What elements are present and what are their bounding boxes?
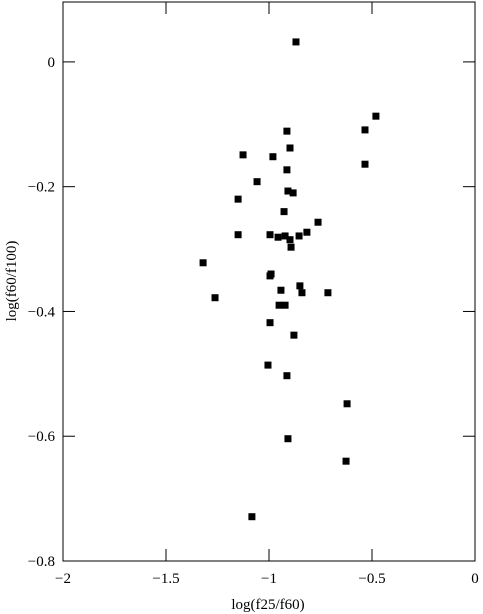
point xyxy=(303,228,311,236)
point xyxy=(253,178,261,186)
x-tick-label: 0 xyxy=(471,571,479,587)
y-tick-label: −0.4 xyxy=(28,304,56,320)
x-tick-label: −2 xyxy=(55,571,71,587)
y-tick-label: −0.8 xyxy=(28,554,55,570)
point xyxy=(234,231,242,239)
point xyxy=(361,126,369,134)
x-tick-label: −1.5 xyxy=(152,571,179,587)
point xyxy=(234,195,242,203)
point xyxy=(314,218,322,226)
point xyxy=(280,208,288,216)
point xyxy=(287,243,295,251)
y-tick-label: −0.6 xyxy=(28,429,56,445)
point xyxy=(266,231,274,239)
point xyxy=(284,435,292,443)
point xyxy=(295,232,303,240)
plot-frame xyxy=(62,1,476,562)
point xyxy=(296,282,304,290)
x-tick-label: −0.5 xyxy=(358,571,385,587)
point xyxy=(324,289,332,297)
point xyxy=(372,112,380,120)
point xyxy=(286,144,294,152)
point xyxy=(199,259,207,267)
point xyxy=(211,294,219,302)
point xyxy=(289,189,297,197)
point xyxy=(248,513,256,521)
point xyxy=(266,272,274,280)
y-tick-label: 0 xyxy=(48,55,56,71)
point xyxy=(298,289,306,297)
point xyxy=(283,372,291,380)
point xyxy=(269,153,277,161)
point xyxy=(342,457,350,465)
point xyxy=(292,38,300,46)
point xyxy=(264,361,272,369)
point xyxy=(274,233,282,241)
x-axis-label: log(f25/f60) xyxy=(231,597,304,613)
point xyxy=(284,187,292,195)
point xyxy=(286,236,294,244)
x-tick-label: −1 xyxy=(261,571,277,587)
point xyxy=(361,160,369,168)
point xyxy=(266,319,274,327)
point xyxy=(239,151,247,159)
point xyxy=(275,301,283,309)
y-tick-label: −0.2 xyxy=(28,180,55,196)
y-axis-label: log(f60/f100) xyxy=(4,241,20,322)
point xyxy=(281,232,289,240)
point xyxy=(283,127,291,135)
point xyxy=(281,301,289,309)
point xyxy=(343,400,351,408)
point xyxy=(290,331,298,339)
point xyxy=(277,286,285,294)
point xyxy=(283,166,291,174)
